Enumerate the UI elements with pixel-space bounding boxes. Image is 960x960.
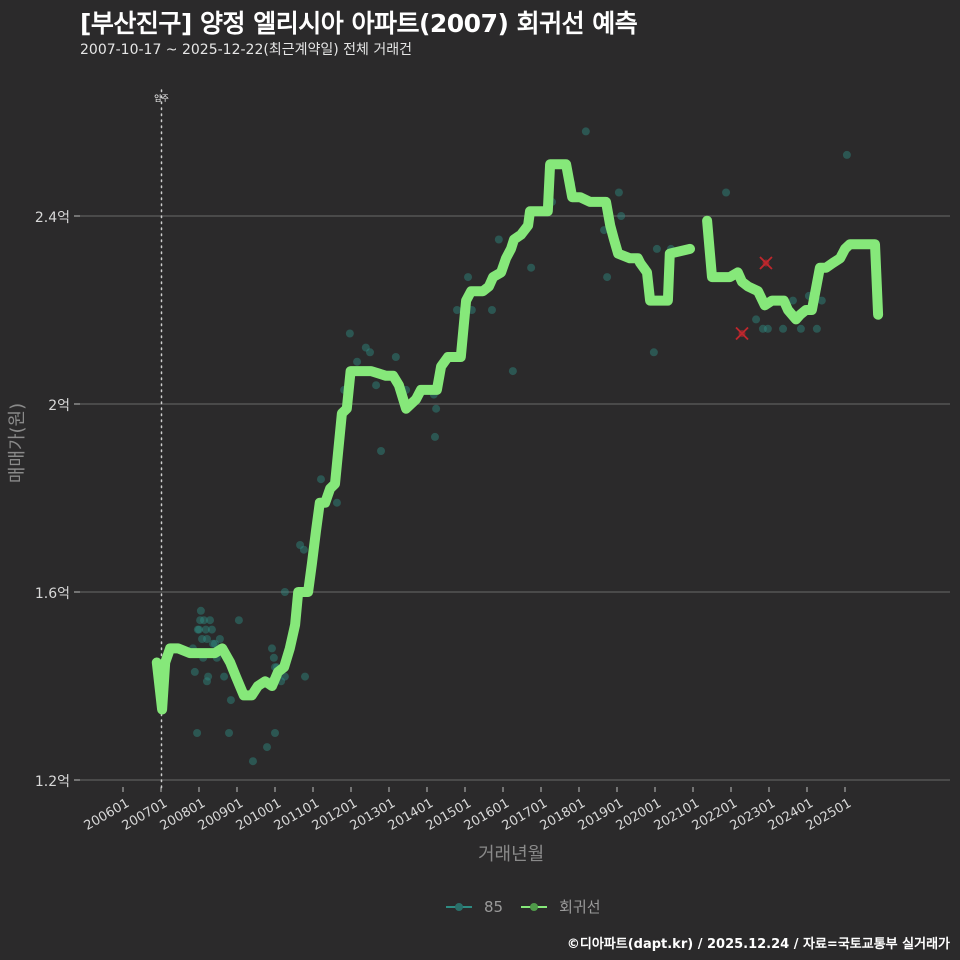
x-tick-marks xyxy=(122,787,846,792)
y-tick-label: 2.4억 xyxy=(34,210,70,226)
gridlines xyxy=(74,215,950,781)
move-in-label: 입주 xyxy=(154,94,169,103)
y-tick-label: 1.6억 xyxy=(34,586,70,602)
svg-text:입주: 입주 xyxy=(154,94,169,103)
legend-key-85 xyxy=(446,902,472,911)
legend-label-regression: 회귀선 xyxy=(559,898,601,916)
legend: 85 회귀선 xyxy=(446,896,619,917)
y-axis-label: 매매가(원) xyxy=(7,402,28,484)
legend-label-85: 85 xyxy=(484,897,504,916)
x-axis-label: 거래년월 xyxy=(478,844,545,865)
legend-key-regression xyxy=(521,902,548,911)
regression-line xyxy=(151,159,884,715)
outlier-markers xyxy=(735,256,773,341)
y-tick-label: 2억 xyxy=(48,398,70,414)
chart-title: [부산진구] 양정 엘리시아 아파트(2007) 회귀선 예측 xyxy=(80,9,638,38)
y-tick-label: 1.2억 xyxy=(34,774,70,790)
chart-subtitle: 2007-10-17 ~ 2025-12-22(최근계약일) 전체 거래건 xyxy=(80,42,412,58)
source-credit: ©디아파트(dapt.kr) / 2025.12.24 / 자료=국토교통부 실… xyxy=(566,937,950,952)
